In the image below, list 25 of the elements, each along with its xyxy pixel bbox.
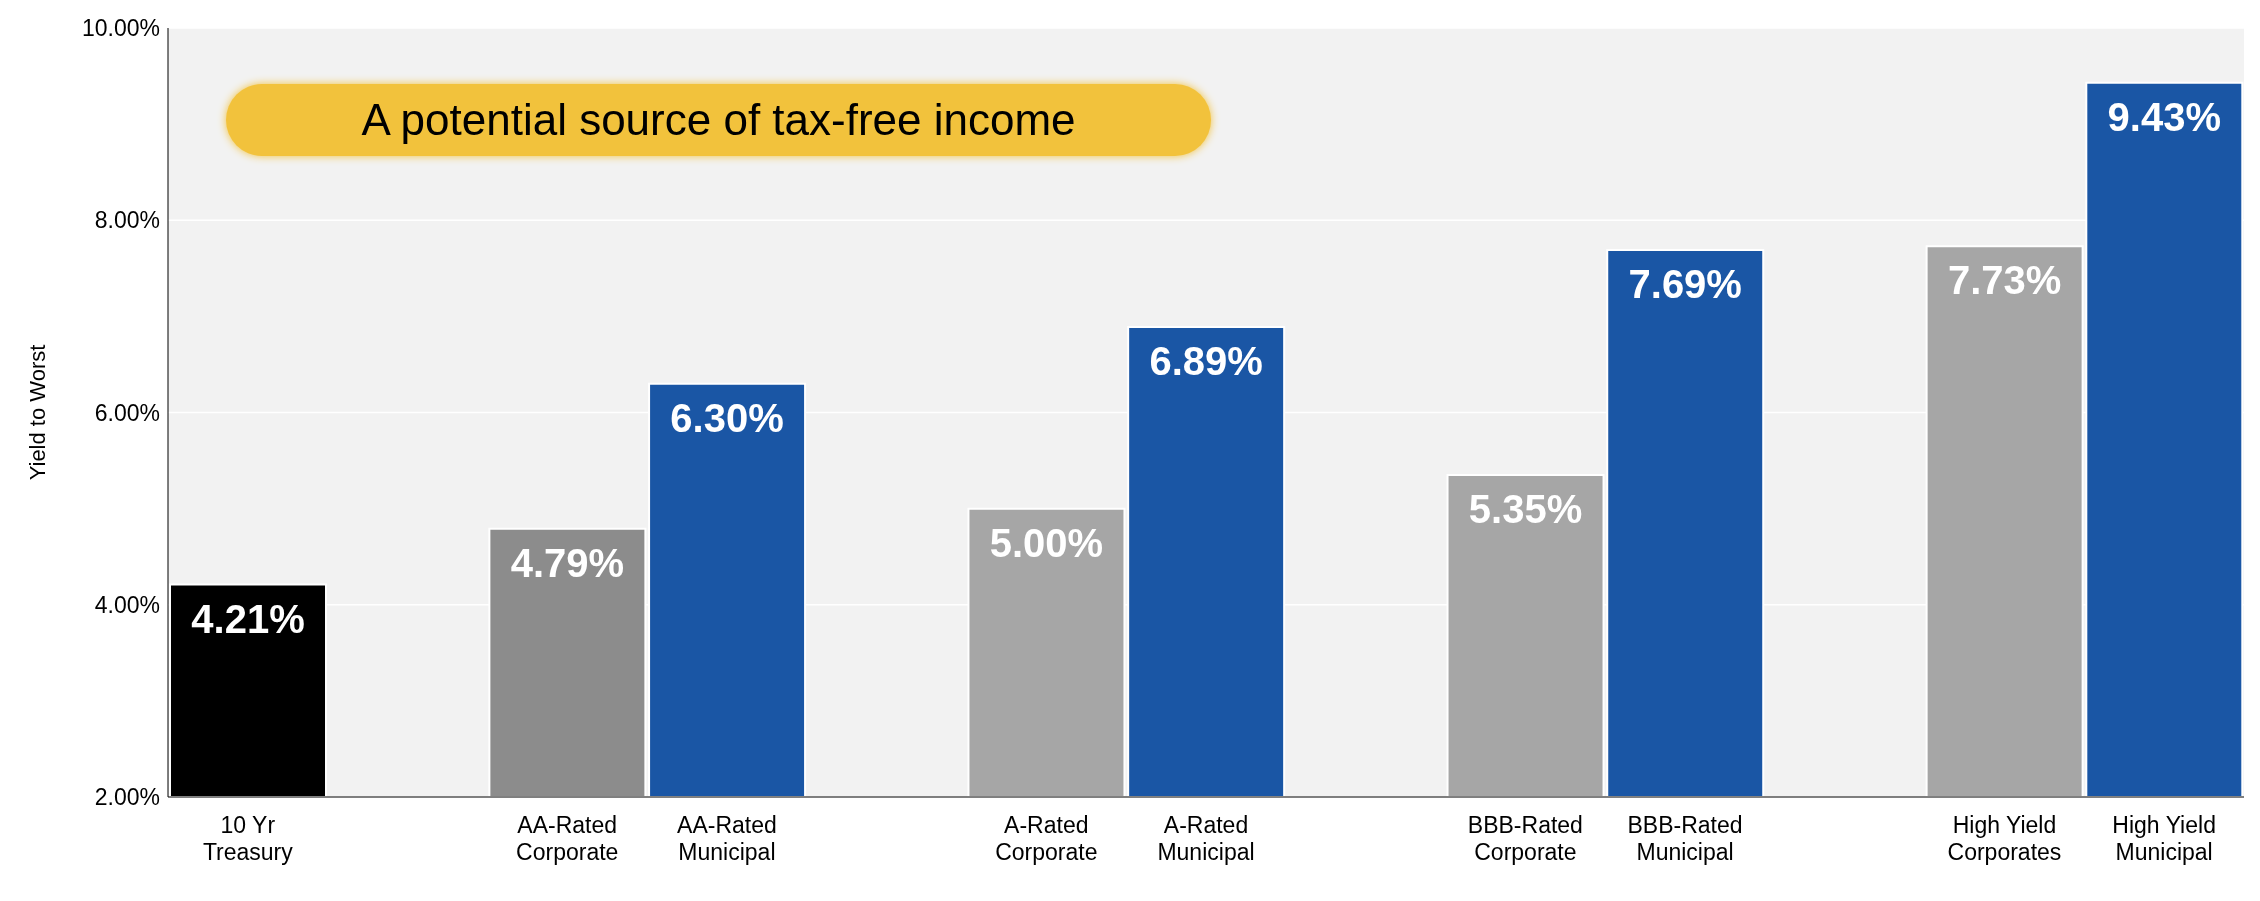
x-tick-label: BBB-Rated Municipal	[1627, 812, 1743, 865]
x-tick-label: High Yield Municipal	[2112, 812, 2216, 865]
y-tick-label: 8.00%	[94, 207, 160, 234]
y-tick-label: 10.00%	[81, 15, 160, 42]
x-tick-label: A-Rated Municipal	[1157, 812, 1255, 865]
y-tick-label: 6.00%	[94, 399, 160, 426]
annotation: A potential source of tax-free income	[361, 95, 1076, 145]
x-tick-label: AA-Rated Municipal	[677, 812, 777, 865]
data-label: 9.43%	[2107, 94, 2222, 139]
data-label: 6.30%	[670, 395, 784, 440]
y-tick-label: 2.00%	[94, 784, 160, 811]
data-label: 4.21%	[191, 596, 305, 641]
data-label: 6.89%	[1149, 338, 1263, 383]
x-tick-label: BBB-Rated Corporate	[1467, 812, 1583, 865]
x-tick-label: High Yield Corporates	[1947, 812, 2062, 865]
data-label: 7.69%	[1628, 262, 1742, 307]
x-tick-label: 10 Yr Treasury	[202, 812, 294, 865]
x-tick-label: A-Rated Corporate	[995, 812, 1098, 865]
y-axis-title: Yield to Worst	[24, 344, 50, 481]
x-tick-label: AA-Rated Corporate	[516, 812, 619, 865]
data-label: 5.00%	[989, 520, 1104, 565]
data-label: 7.73%	[1947, 258, 2062, 303]
data-label: 4.79%	[510, 540, 625, 585]
data-label: 5.35%	[1468, 486, 1583, 531]
y-tick-label: 4.00%	[94, 591, 160, 618]
